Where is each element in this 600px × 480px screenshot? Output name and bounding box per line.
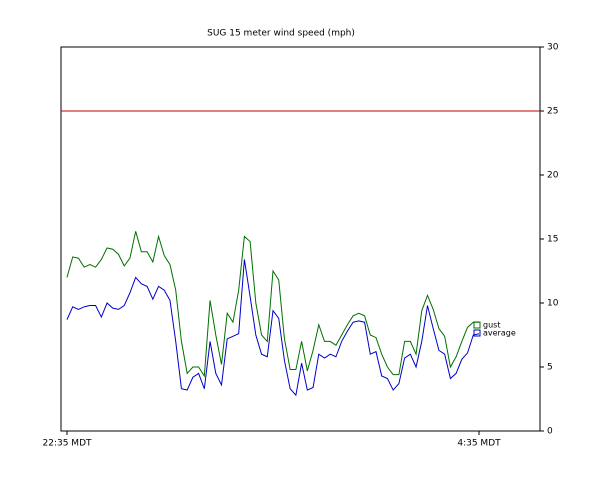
y-tick-label: 0: [547, 427, 553, 437]
chart-title: SUG 15 meter wind speed (mph): [207, 29, 355, 39]
y-tick-label: 25: [547, 107, 558, 117]
y-tick-label: 20: [547, 171, 559, 181]
legend-label: gust: [483, 321, 500, 330]
y-tick-label: 15: [547, 235, 558, 245]
y-tick-label: 5: [547, 363, 553, 373]
series-line: [66, 259, 480, 397]
legend-label: average: [483, 329, 516, 338]
x-tick-label: 4:35 MDT: [457, 439, 501, 449]
legend-swatch: [473, 329, 481, 337]
legend-swatch: [473, 321, 481, 329]
y-tick-label: 30: [547, 43, 559, 53]
x-tick-label: 22:35 MDT: [43, 439, 92, 449]
y-tick-label: 10: [547, 299, 559, 309]
series-line: [66, 231, 479, 378]
